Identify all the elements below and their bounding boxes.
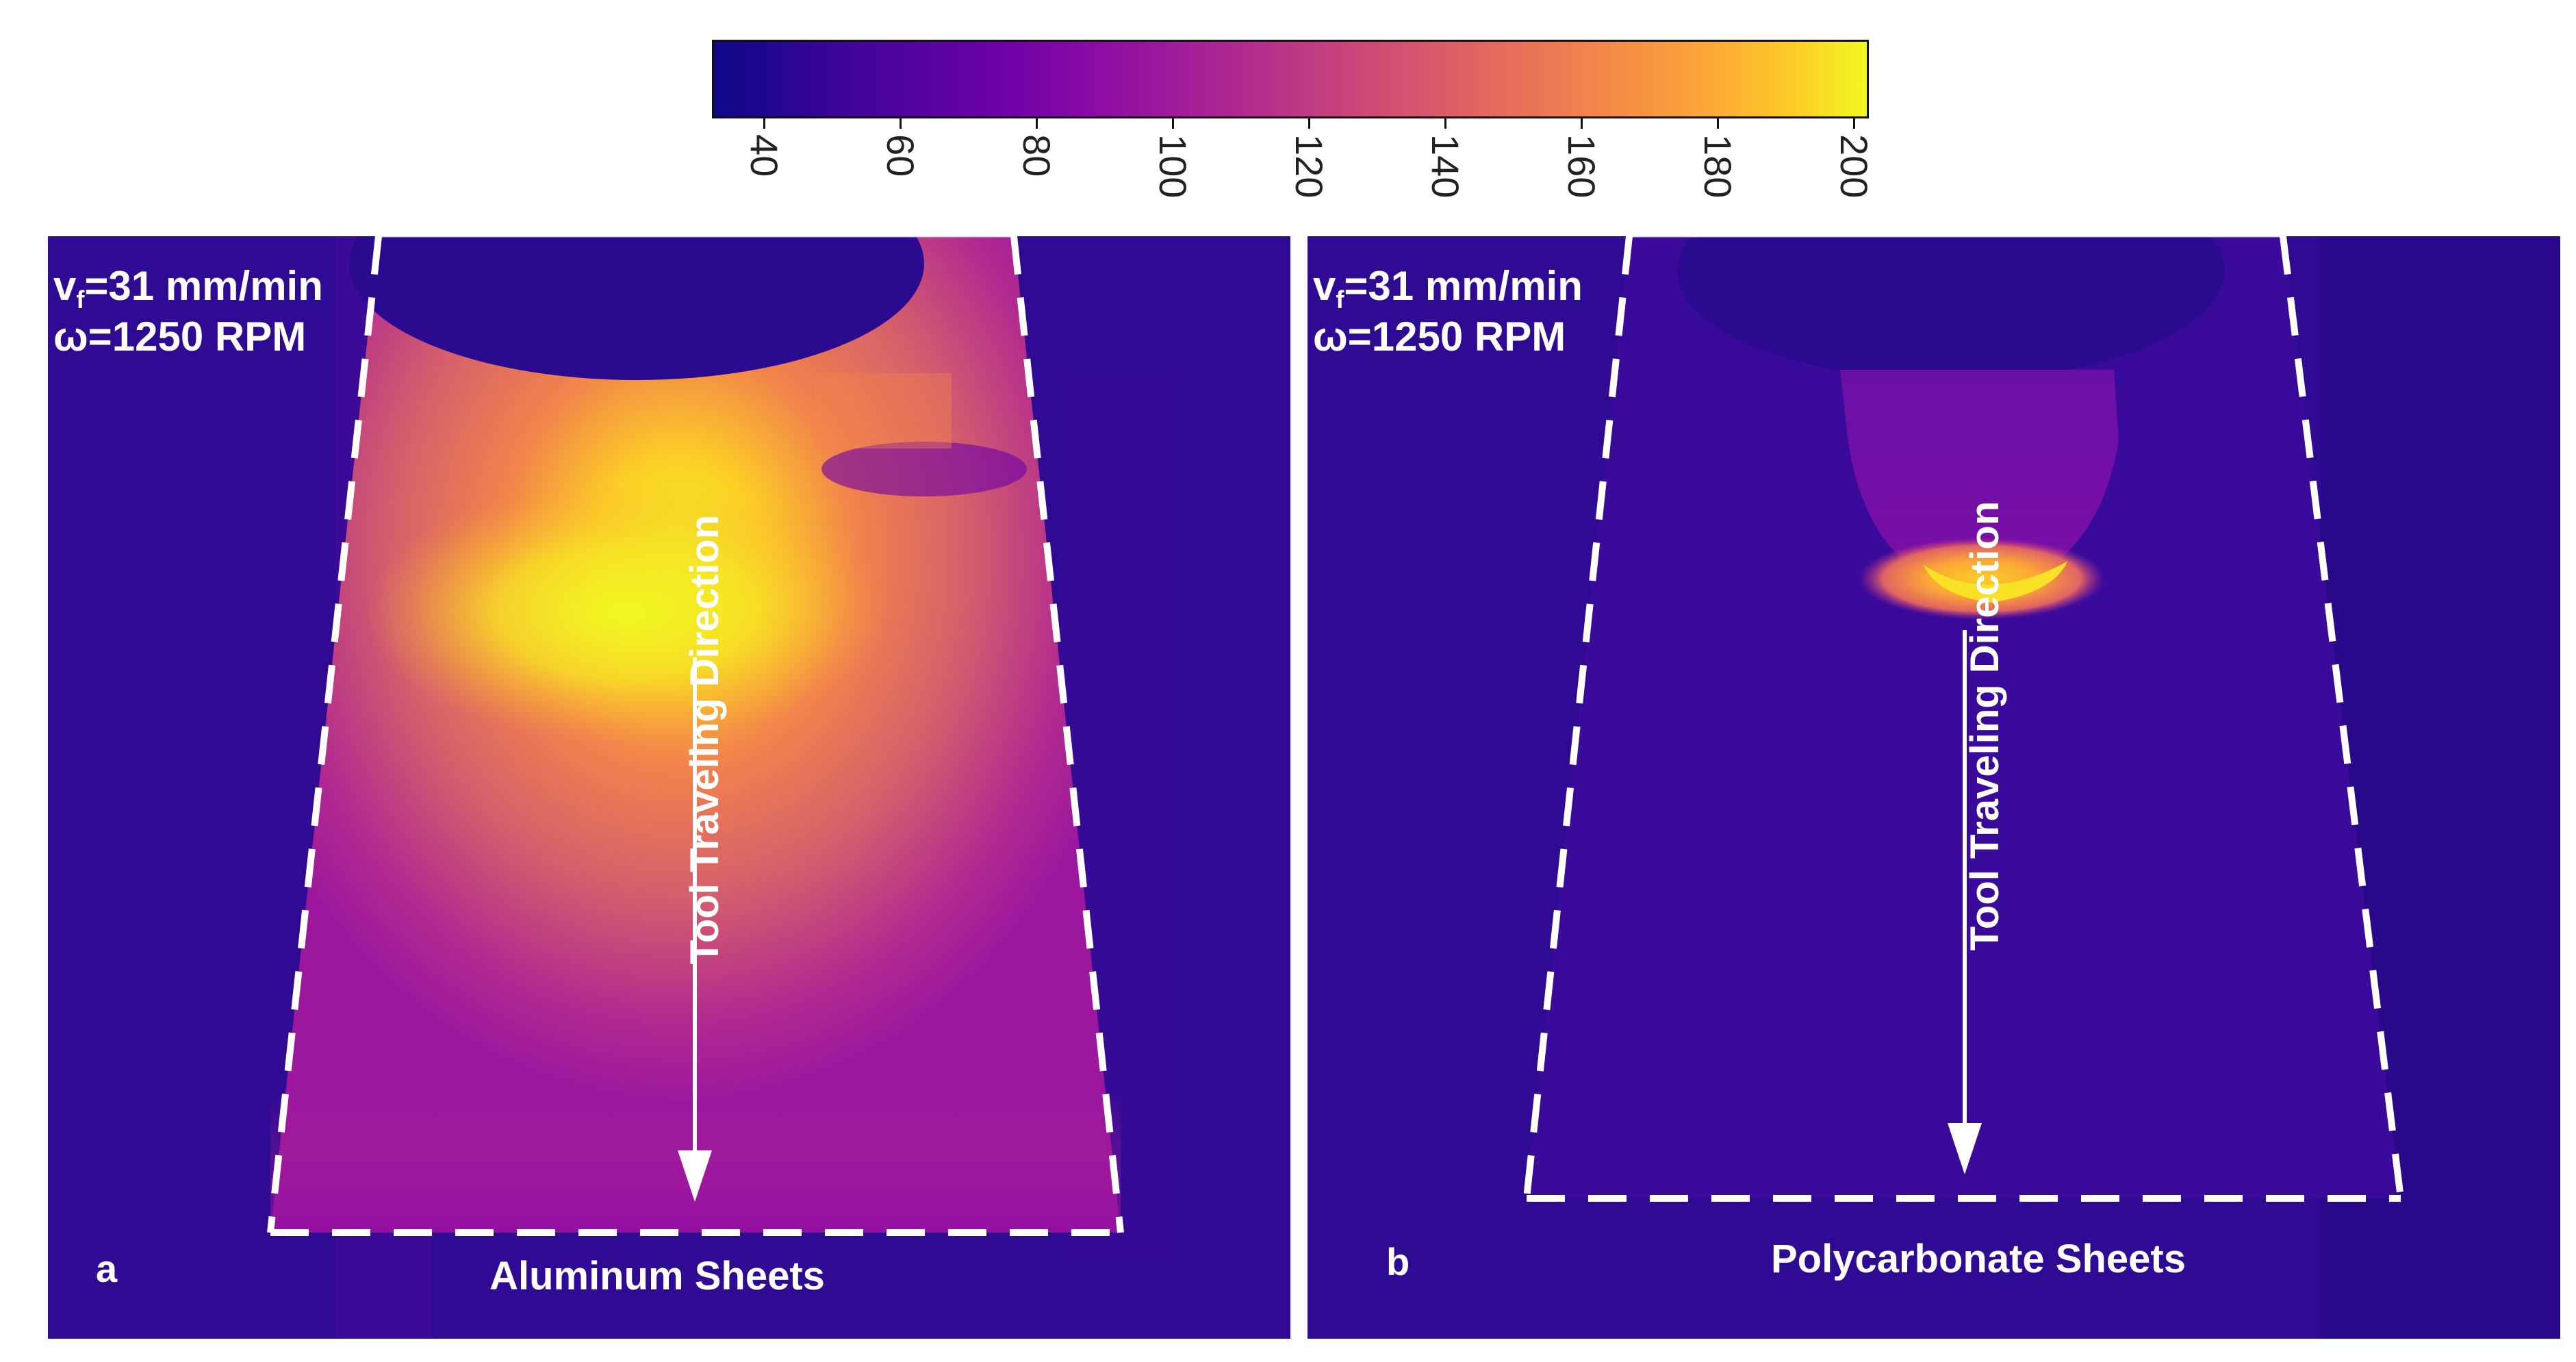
material-label-polycarbonate: Polycarbonate Sheets (1771, 1237, 2186, 1281)
feed-rate-label: vf=31 mm/min (53, 263, 323, 314)
colorbar-tick-line (763, 116, 765, 129)
colorbar-tick-line (1036, 116, 1038, 129)
material-label-aluminum: Aluminum Sheets (489, 1254, 825, 1298)
colorbar-tick-label: 140 (1424, 134, 1467, 199)
tool-direction-label: Tool Traveling Direction (1963, 501, 2007, 951)
colorbar-tick-line (1581, 116, 1583, 129)
feed-rate-label: vf=31 mm/min (1313, 263, 1583, 314)
thermal-panel-polycarbonate: vf=31 mm/min ω=1250 RPM Tool Traveling D… (1308, 236, 2560, 1339)
spindle-speed-label: ω=1250 RPM (53, 314, 307, 360)
colorbar-tick-label: 100 (1151, 134, 1195, 199)
colorbar-tick-line (1444, 116, 1446, 129)
colorbar-tick-line (1717, 116, 1719, 129)
colorbar-tick-label: 180 (1696, 134, 1739, 199)
colorbar-tick-label: 80 (1015, 134, 1058, 177)
thermal-image-aluminum (48, 236, 1290, 1339)
colorbar-tick-label: 60 (879, 134, 922, 177)
colorbar-tick-line (900, 116, 902, 129)
panel-letter-a: a (96, 1247, 118, 1290)
thermal-image-polycarbonate (1308, 236, 2560, 1339)
tool-direction-label: Tool Traveling Direction (683, 514, 727, 965)
colorbar-tick-label: 120 (1288, 134, 1331, 199)
colorbar-tick-label: 40 (743, 134, 786, 177)
thermal-panel-aluminum: vf=31 mm/min ω=1250 RPM Tool Traveling D… (48, 236, 1290, 1339)
colorbar-tick-line (1308, 116, 1310, 129)
colorbar-tick-label: 160 (1560, 134, 1603, 199)
colorbar: 40 60 80 100 120 140 160 180 200 (712, 40, 1876, 211)
spindle-speed-label: ω=1250 RPM (1313, 314, 1566, 360)
colorbar-tick-label: 200 (1833, 134, 1876, 199)
colorbar-tick-line (1172, 116, 1174, 129)
panel-letter-b: b (1386, 1240, 1410, 1283)
colorbar-gradient (712, 40, 1869, 118)
colorbar-tick-line (1853, 116, 1855, 129)
